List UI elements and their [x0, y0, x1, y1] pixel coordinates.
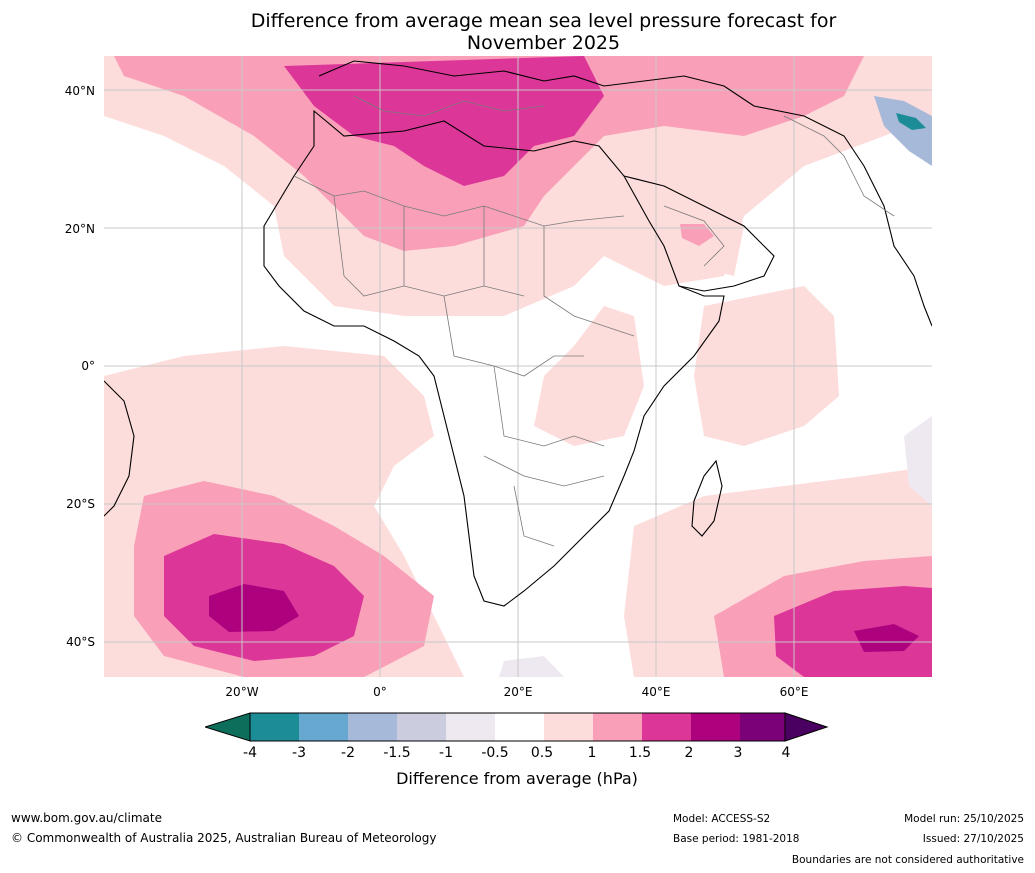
- lon-tick-label: 60°E: [779, 685, 809, 699]
- border-segment-1: [293, 175, 625, 227]
- colorbar-segment: [544, 713, 593, 741]
- border-segment-7: [493, 365, 605, 447]
- anomaly-region-tibet-core: [896, 113, 926, 130]
- coastlines: [104, 60, 932, 607]
- colorbar-segment: [495, 713, 544, 741]
- colorbar-tick-label: 1: [587, 745, 597, 761]
- coastline-europe: [318, 60, 755, 107]
- colorbar-tick-label: 3: [733, 745, 743, 761]
- colorbar-segment: [397, 713, 446, 741]
- model-name: Model: ACCESS-S2: [673, 813, 771, 825]
- coastline-madagascar: [691, 459, 723, 537]
- anomaly-region-south-slight: [499, 656, 564, 677]
- colorbar-outline: [249, 712, 786, 742]
- anomaly-region-south-atlantic-core: [209, 584, 299, 632]
- issued-date: Issued: 27/10/2025: [922, 833, 1024, 845]
- colorbar-title: Difference from average (hPa): [396, 769, 638, 788]
- pressure-anomaly-map: [104, 56, 932, 677]
- colorbar-segment: [593, 713, 642, 741]
- coastline-africa: [263, 109, 725, 607]
- colorbar-tick-label: 1.5: [628, 745, 652, 761]
- coastline-arabia: [623, 175, 775, 292]
- anomaly-region-south-indian-strong: [774, 586, 932, 677]
- border-segment-6: [443, 295, 584, 377]
- colorbar-tick-label: 4: [781, 745, 791, 761]
- base-period: Base period: 1981-2018: [673, 833, 800, 845]
- map-title-line-2: November 2025: [466, 32, 621, 54]
- colorbar-segment: [446, 713, 495, 741]
- anomaly-region-south-indian-core: [854, 624, 919, 652]
- colorbar-tick-label: -1: [439, 745, 453, 761]
- map-title-line-1: Difference from average mean sea level p…: [250, 10, 837, 32]
- colorbar-tick-label: 2: [684, 745, 694, 761]
- colorbar-segment: [250, 713, 299, 741]
- colorbar-tick-label: -2: [341, 745, 355, 761]
- colorbar-extend-low: [205, 712, 251, 742]
- border-segment-12: [783, 115, 895, 217]
- anomaly-region-east-africa: [534, 306, 644, 446]
- colorbar-tick-label: -1.5: [383, 745, 411, 761]
- border-segment-9: [513, 485, 555, 547]
- colorbar-tick-label: -3: [292, 745, 306, 761]
- border-segment-8: [483, 455, 605, 487]
- colorbar-segment: [348, 713, 397, 741]
- website-link[interactable]: www.bom.gov.au/climate: [11, 811, 162, 825]
- colorbar-extend-high: [784, 712, 829, 742]
- lat-tick-label: 40°N: [64, 84, 95, 98]
- colorbar-segment: [299, 713, 348, 741]
- lat-tick-label: 20°S: [66, 497, 95, 511]
- colorbar-tick-label: 0.5: [530, 745, 554, 761]
- lat-tick-label: 0°: [81, 359, 95, 373]
- map-title: Difference from average mean sea level p…: [0, 10, 1035, 54]
- colorbar-segment: [740, 713, 785, 741]
- colorbar-tick-label: -4: [243, 745, 257, 761]
- boundaries-disclaimer: Boundaries are not considered authoritat…: [791, 854, 1024, 866]
- border-segment-2: [333, 195, 405, 297]
- lat-tick-label: 20°N: [64, 222, 95, 236]
- model-run-date: Model run: 25/10/2025: [904, 813, 1024, 825]
- anomaly-region-tibet-negative: [874, 96, 932, 166]
- lon-tick-label: 0°: [373, 685, 387, 699]
- colorbar-segment: [642, 713, 691, 741]
- map-svg: [104, 56, 932, 677]
- lon-tick-label: 40°E: [641, 685, 671, 699]
- copyright-text: © Commonwealth of Australia 2025, Austra…: [11, 831, 437, 845]
- border-segment-10: [353, 95, 545, 117]
- coastline-asia: [753, 105, 932, 327]
- colorbar-segment: [691, 713, 740, 741]
- colorbar: [205, 712, 829, 742]
- anomaly-region-east-slight: [904, 416, 932, 506]
- border-segment-5: [543, 226, 635, 337]
- coastline-south-america: [104, 380, 135, 517]
- colorbar-tick-label: -0.5: [481, 745, 509, 761]
- country-borders: [293, 95, 895, 547]
- lat-tick-label: 40°S: [66, 635, 95, 649]
- lon-tick-label: 20°E: [503, 685, 533, 699]
- lon-tick-label: 20°W: [225, 685, 259, 699]
- anomaly-region-arabia-spot: [680, 224, 714, 246]
- border-segment-11: [663, 205, 725, 267]
- anomaly-fill-layer: [104, 56, 932, 677]
